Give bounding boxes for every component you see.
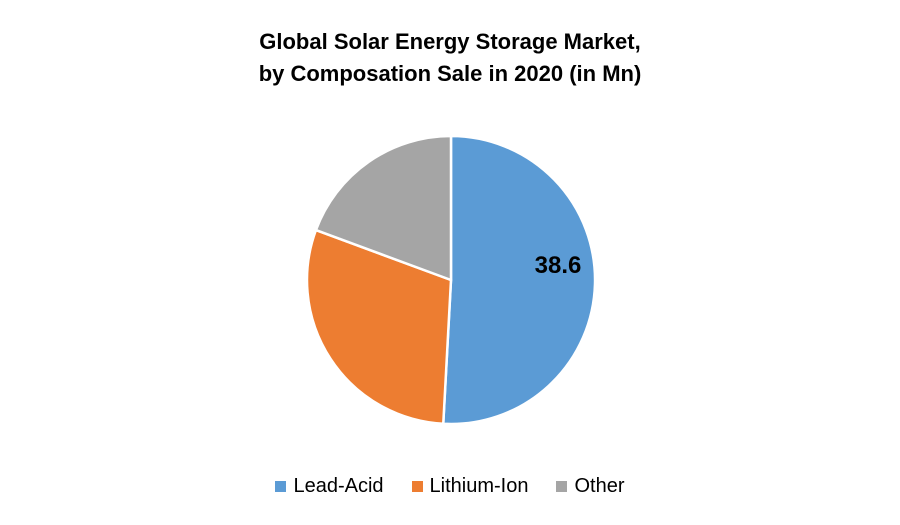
chart-legend: Lead-Acid Lithium-Ion Other [0, 474, 900, 498]
chart-title-line-2: by Composation Sale in 2020 (in Mn) [258, 61, 642, 86]
legend-label-other: Other [574, 475, 625, 497]
legend-swatch-other-icon [556, 480, 568, 492]
legend-item-other[interactable]: Other [556, 474, 625, 498]
pie-data-label: 38.6 [535, 252, 582, 279]
legend-swatch-lithium-ion-icon [411, 480, 423, 492]
pie-slice-other[interactable] [314, 134, 453, 282]
pie-slice-lithium-ion[interactable] [305, 228, 453, 426]
legend-label-lead-acid: Lead-Acid [293, 475, 384, 497]
legend-item-lead-acid[interactable]: Lead-Acid [275, 474, 384, 498]
chart-title: Global Solar Energy Storage Market, by C… [0, 26, 900, 90]
legend-item-lithium-ion[interactable]: Lithium-Ion [411, 474, 529, 498]
chart-title-line-1: Global Solar Energy Storage Market, [259, 29, 641, 54]
legend-label-lithium-ion: Lithium-Ion [429, 475, 529, 497]
legend-swatch-lead-acid-icon [275, 480, 287, 492]
pie-slice-lead-acid[interactable] [442, 134, 597, 426]
